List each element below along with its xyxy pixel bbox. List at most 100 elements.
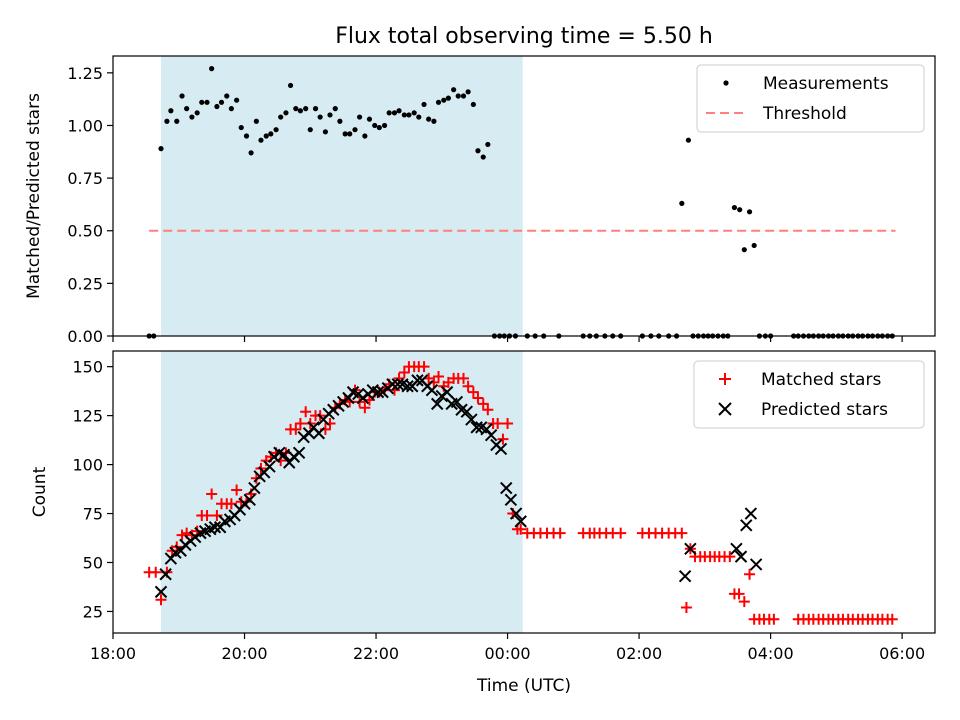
predicted-star-point [730,542,743,555]
matched-star-point [290,423,302,435]
measurement-point [426,116,432,122]
predicted-star-point [509,507,523,520]
measurement-point [174,118,180,124]
measurement-point [480,154,486,160]
matched-star-point [482,404,494,416]
predicted-star-point [740,519,753,532]
measurement-point [179,93,185,99]
x-axis-label: Time (UTC) [476,676,571,696]
y-tick-label: 1.00 [67,116,103,135]
x-tick-label: 22:00 [353,644,399,663]
measurement-point [293,106,299,112]
plot-frame [112,55,936,337]
measurement-point [297,108,304,114]
measurement-point [199,99,205,105]
measurement-point [406,112,412,118]
predicted-star-point [312,427,326,440]
measurement-point [158,146,164,152]
y-tick-label: 75 [83,505,103,524]
legend-predicted-label: Predicted stars [761,400,888,420]
predicted-star-point [391,378,404,391]
predicted-star-point [277,448,291,461]
predicted-star-point [243,493,256,507]
matched-star-point [300,406,312,418]
measurement-point [421,101,427,108]
measurement-point [396,108,402,114]
measurement-point [347,131,353,137]
measurement-point [243,133,250,139]
measurement-point [184,106,190,112]
y-tick-label: 1.25 [67,64,103,83]
measurement-point [401,112,407,118]
matched-star-point [615,527,627,539]
predicted-star-point [159,568,172,581]
matched-star-point [477,398,489,410]
measurement-point [445,95,451,101]
predicted-star-point [430,397,444,411]
matched-star-point [211,510,223,521]
measurement-point [164,118,170,124]
measurement-point [485,141,491,148]
observing-interval-shade [161,351,523,633]
predicted-star-point [744,507,758,520]
measurement-point [435,99,442,105]
matched-star-point [150,566,162,578]
measurement-point [357,114,363,120]
x-tick-label: 20:00 [221,644,267,663]
predicted-stars-points [154,374,763,599]
matched-star-point [733,588,745,600]
measurement-point [391,110,398,116]
legend: Matched stars Predicted stars [693,360,925,429]
measurement-point [194,110,200,116]
matched-star-point [680,602,692,614]
measurement-point [366,116,373,122]
measurement-point [322,129,329,135]
measurement-point [455,93,461,99]
matched-star-point [492,417,504,429]
measurement-point [332,106,338,112]
legend-box [693,360,925,429]
count-panel: 25 50 75 100 125 150 18:00 20:00 22:00 00:00 02:0… [30,350,936,696]
legend-measurement-marker [723,80,729,86]
measurement-point [273,127,279,133]
measurement-point [342,131,348,137]
measurement-point [362,133,368,139]
matched-star-point [467,386,479,398]
matched-star-point [294,417,306,429]
measurement-point [327,112,333,118]
predicted-star-point [514,515,527,528]
matched-star-point [554,527,566,539]
measurement-point [287,82,294,89]
y-tick-label: 0.25 [67,274,103,293]
measurement-point [731,204,738,211]
y-axis-ticks: 0.00 0.25 0.50 0.75 1.00 1.25 [67,64,113,346]
x-axis-ticks [112,336,903,342]
measurement-point [337,118,343,124]
measurement-point [460,93,467,99]
y-tick-label: 0.00 [67,327,103,346]
matched-star-point [206,488,218,500]
predicted-star-point [411,374,424,387]
measurement-point [317,114,323,120]
x-axis-ticks: 18:00 20:00 22:00 00:00 02:00 04:00 06:00 [90,633,925,663]
measurement-point [441,97,447,103]
measurement-point [218,99,225,105]
y-axis-label: Count [30,466,50,517]
y-axis-label: Matched/Predicted stars [24,93,44,299]
predicted-star-point [401,380,414,393]
measurement-point [470,101,476,108]
plot-frame [112,350,936,634]
measurement-point [376,124,382,131]
measurement-point [209,66,215,72]
predicted-star-point [749,558,763,571]
matched-star-point [744,568,756,580]
ratio-panel: 0.00 0.25 0.50 0.75 1.00 1.25 Matched/Predict… [24,55,936,346]
matched-star-point [155,594,167,606]
measurement-point [168,108,174,114]
predicted-star-point [500,481,513,495]
y-tick-label: 125 [72,407,103,426]
predicted-star-point [450,395,464,409]
measurement-point [685,137,692,143]
predicted-star-point [292,446,306,460]
